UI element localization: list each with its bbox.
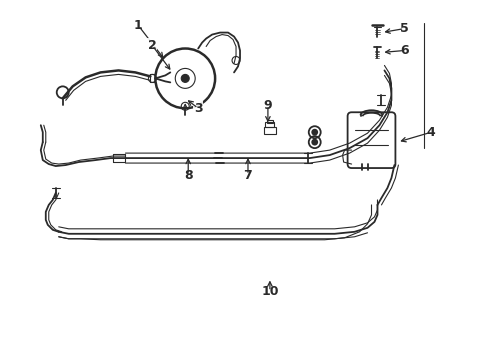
Text: 9: 9 — [264, 99, 272, 112]
Circle shape — [312, 130, 317, 135]
Text: 5: 5 — [400, 22, 409, 35]
Bar — [264, 127, 276, 134]
Text: 8: 8 — [184, 168, 193, 181]
Text: 2: 2 — [148, 39, 157, 52]
Bar — [266, 122, 274, 127]
Circle shape — [312, 140, 317, 145]
Text: 3: 3 — [194, 102, 202, 115]
Text: 1: 1 — [134, 19, 143, 32]
Text: 4: 4 — [427, 126, 436, 139]
Bar — [267, 120, 273, 123]
Text: 6: 6 — [400, 44, 409, 57]
Circle shape — [181, 75, 189, 82]
Text: 10: 10 — [261, 285, 279, 298]
Text: 7: 7 — [244, 168, 252, 181]
